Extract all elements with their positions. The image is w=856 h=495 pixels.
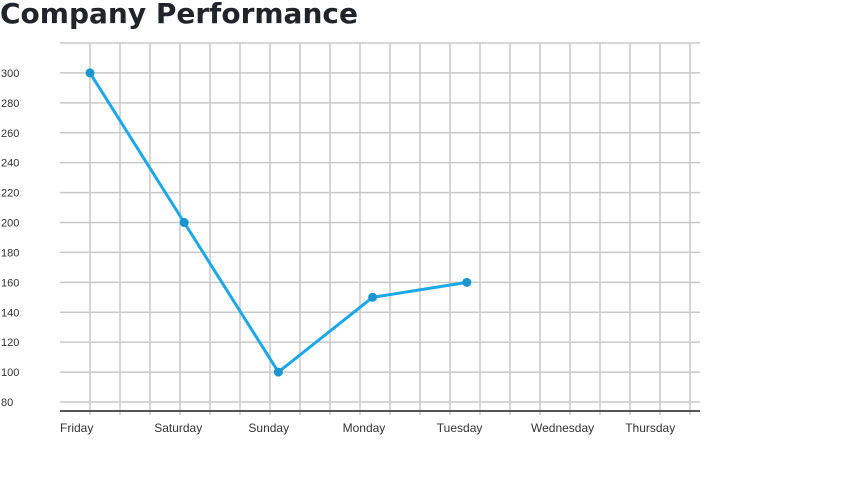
data-point [273,367,283,377]
data-point [85,68,95,78]
x-tick-label: Thursday [625,421,675,435]
y-tick-label: 80 [1,397,13,409]
x-tick-label: Friday [60,421,93,435]
x-tick-label: Saturday [154,421,202,435]
y-tick-label: 140 [1,307,19,319]
x-tick-label: Tuesday [437,421,483,435]
y-tick-label: 240 [1,158,19,170]
horizontal-gridlines [60,42,700,403]
y-tick-label: 280 [1,98,19,110]
y-tick-label: 260 [1,128,19,140]
y-tick-label: 160 [1,277,19,289]
y-tick-label: 100 [1,367,19,379]
y-axis-ticks: 80 100 120 140 160 180 200 220 240 260 280 300 [1,68,19,409]
y-tick-label: 300 [1,68,19,80]
x-tick-label: Sunday [248,421,289,435]
x-tick-label: Wednesday [531,421,594,435]
y-tick-label: 120 [1,337,19,349]
y-tick-label: 180 [1,247,19,259]
data-point [179,218,189,228]
chart-title: Company Performance [0,0,358,30]
x-tick-label: Monday [343,421,386,435]
vertical-gridlines [89,43,691,415]
data-point [462,277,472,287]
y-tick-label: 220 [1,188,19,200]
y-tick-label: 200 [1,218,19,230]
series-layer [85,68,472,377]
data-point [368,292,378,302]
x-axis-labels: Friday Saturday Sunday Monday Tuesday Wednesd… [60,421,675,435]
